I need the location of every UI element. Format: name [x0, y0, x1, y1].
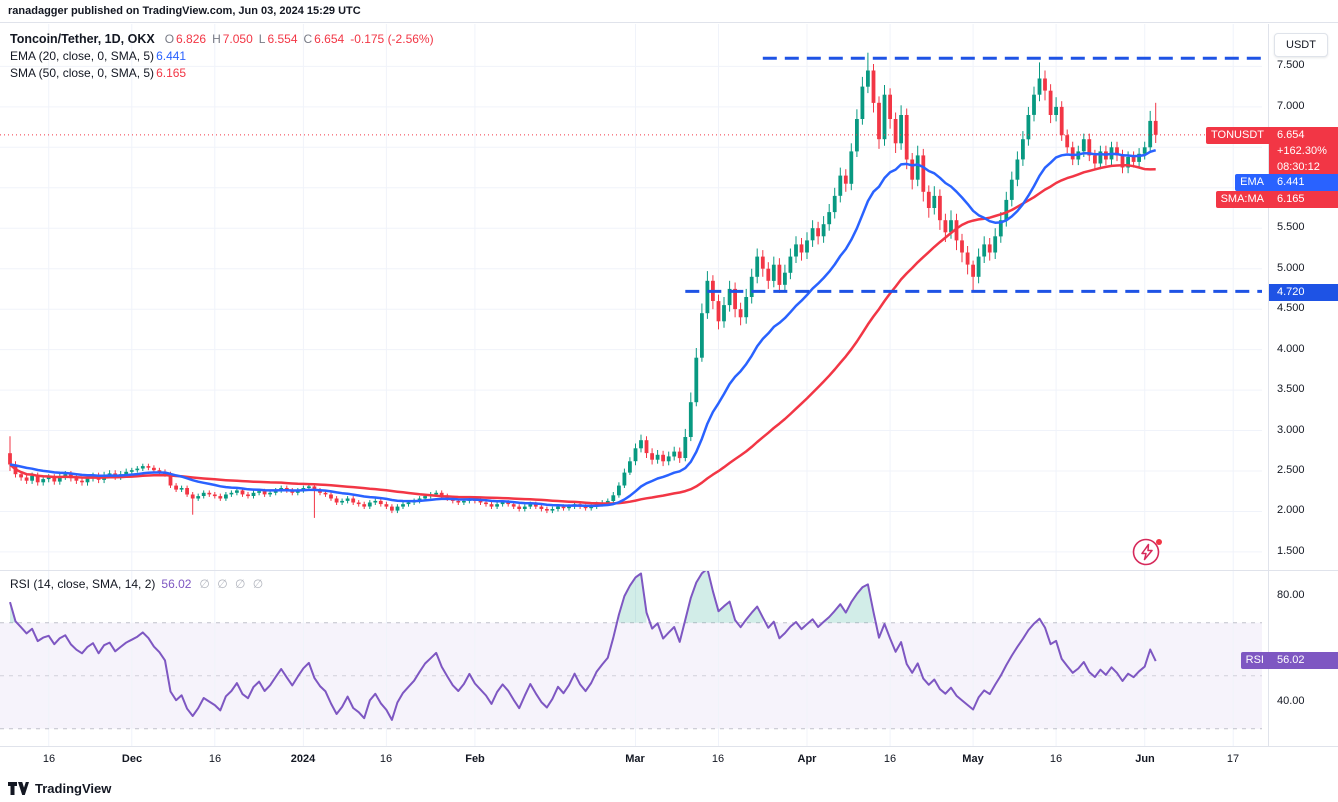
main-chart-legend: Toncoin/Tether, 1D, OKX O 6.826 H 7.050 L 6.55… [10, 31, 434, 82]
rsi-axis-label: 40.00 [1277, 695, 1305, 707]
change-value: -0.175 (-2.56%) [350, 32, 434, 46]
last-price-value: 6.654 [1269, 127, 1338, 144]
symbol-legend-row: Toncoin/Tether, 1D, OKX O 6.826 H 7.050 L 6.55… [10, 31, 434, 48]
time-axis-label: Mar [625, 753, 645, 765]
time-axis-label: 16 [883, 753, 897, 765]
ema-badge: EMA 6.441 [1235, 174, 1338, 191]
close-value: 6.654 [314, 32, 345, 46]
price-axis-label: 5.000 [1277, 262, 1305, 274]
sma-legend-row[interactable]: SMA (50, close, 0, SMA, 5) 6.165 [10, 65, 434, 82]
price-axis-label: 2.000 [1277, 504, 1305, 516]
tradingview-logo-icon [8, 781, 29, 795]
tradingview-logo[interactable]: TradingView [8, 781, 111, 796]
time-axis-label: 16 [379, 753, 393, 765]
quick-trade-button[interactable] [1131, 535, 1165, 567]
time-axis-label: 16 [711, 753, 725, 765]
ema-legend-value: 6.441 [156, 49, 187, 63]
price-axis-label: 5.500 [1277, 221, 1305, 233]
price-axis-label: 4.000 [1277, 343, 1305, 355]
time-axis-label: May [962, 753, 984, 765]
lightning-bolt-icon [1132, 538, 1162, 566]
time-axis-separator [0, 746, 1338, 747]
time-axis-label: Dec [121, 753, 143, 765]
price-axis-border [1268, 24, 1269, 746]
rsi-legend-label: RSI (14, close, SMA, 14, 2) [10, 577, 156, 591]
attribution-text: ranadagger published on TradingView.com,… [8, 5, 361, 17]
high-label: H [212, 32, 221, 46]
time-axis-label: Apr [797, 753, 817, 765]
time-axis-label: 2024 [290, 753, 316, 765]
time-axis-label: 16 [208, 753, 222, 765]
price-axis[interactable]: USDT 7.5007.0006.5006.0005.5005.0004.500… [1269, 24, 1338, 746]
price-axis-label: 1.500 [1277, 545, 1305, 557]
low-value: 6.554 [267, 32, 298, 46]
last-price-symbol: TONUSDT [1206, 127, 1269, 144]
sma-legend-value: 6.165 [156, 66, 187, 80]
price-axis-label: 3.000 [1277, 424, 1305, 436]
rsi-axis-label: 80.00 [1277, 589, 1305, 601]
sma-badge: SMA:MA 6.165 [1215, 191, 1338, 208]
price-axis-label: 7.000 [1277, 100, 1305, 112]
rsi-chart-canvas[interactable] [0, 571, 1268, 746]
time-axis-label: Jun [1135, 753, 1155, 765]
price-axis-label: 2.500 [1277, 464, 1305, 476]
pane-separator[interactable] [0, 570, 1338, 571]
time-axis[interactable]: 16 Dec 16 2024 16 Feb Mar 16 Apr 16 May 16 Jun 17 [0, 747, 1338, 772]
price-axis-label: 7.500 [1277, 59, 1305, 71]
support-level-badge: 4.720 [1269, 284, 1338, 301]
rsi-legend-value: 56.02 [161, 577, 192, 591]
ema-legend-label: EMA (20, close, 0, SMA, 5) [10, 49, 155, 63]
sma-legend-label: SMA (50, close, 0, SMA, 5) [10, 66, 155, 80]
last-price-badge: TONUSDT 6.654 +162.30% 08:30:12 [1206, 127, 1338, 176]
rsi-pane[interactable]: RSI (14, close, SMA, 14, 2) 56.02 ∅ ∅ ∅ ∅ [0, 571, 1268, 746]
rsi-hidden-values: ∅ ∅ ∅ ∅ [199, 577, 266, 591]
rsi-badge: RSI 56.02 [1240, 652, 1338, 669]
price-axis-label: 3.500 [1277, 383, 1305, 395]
rsi-legend[interactable]: RSI (14, close, SMA, 14, 2) 56.02 ∅ ∅ ∅ ∅ [10, 576, 265, 593]
open-value: 6.826 [176, 32, 207, 46]
low-label: L [258, 32, 266, 46]
price-axis-label: 4.500 [1277, 302, 1305, 314]
main-chart-pane[interactable]: Toncoin/Tether, 1D, OKX O 6.826 H 7.050 L 6.55… [0, 24, 1268, 570]
time-axis-label: 17 [1226, 753, 1240, 765]
tradingview-logo-text: TradingView [35, 780, 112, 796]
time-axis-label: 16 [1049, 753, 1063, 765]
high-value: 7.050 [222, 32, 253, 46]
footer: TradingView [8, 776, 111, 800]
candlestick-chart-canvas[interactable] [0, 24, 1268, 570]
bar-countdown: 08:30:12 [1269, 160, 1338, 176]
time-axis-label: 16 [42, 753, 56, 765]
change-percent-badge: +162.30% [1269, 144, 1338, 160]
currency-toggle-button[interactable]: USDT [1274, 33, 1328, 57]
open-label: O [164, 32, 175, 46]
time-axis-label: Feb [465, 753, 485, 765]
symbol-title[interactable]: Toncoin/Tether, 1D, OKX [10, 32, 155, 46]
attribution-bar: ranadagger published on TradingView.com,… [0, 0, 1338, 23]
ema-legend-row[interactable]: EMA (20, close, 0, SMA, 5) 6.441 [10, 48, 434, 65]
close-label: C [303, 32, 313, 46]
